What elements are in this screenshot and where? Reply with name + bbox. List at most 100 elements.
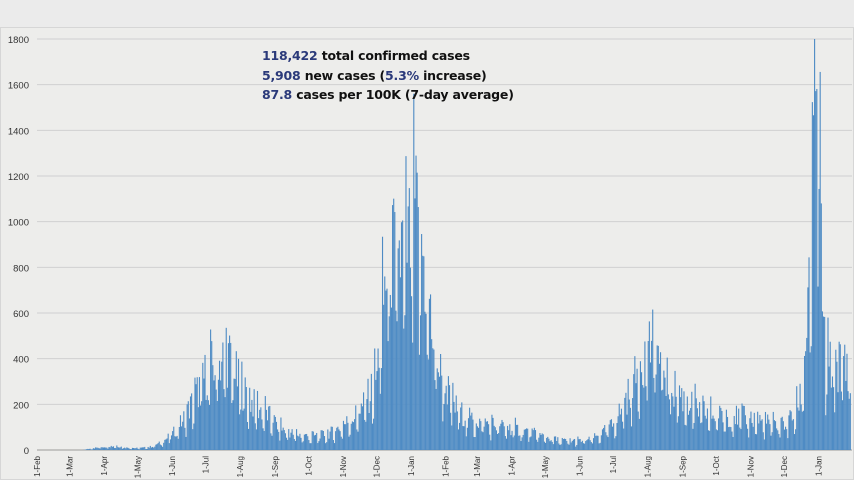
case-bar [604,425,606,450]
case-bar [539,433,541,450]
case-bar [523,429,525,450]
case-bar [105,447,107,450]
case-bar [173,426,175,450]
case-bar [367,378,369,450]
case-bar [264,396,266,450]
case-bar [106,447,108,450]
case-bar [390,307,393,450]
stats-total-number: 118,422 [262,48,318,63]
case-bar [629,407,631,450]
case-bar [327,429,329,450]
case-bar [90,449,92,450]
case-bar [354,419,356,450]
case-bar [495,430,497,450]
case-bar [118,447,120,450]
case-bar [234,378,236,450]
case-bar [570,442,572,450]
case-bar [144,446,146,450]
case-bar [293,439,295,450]
case-bar [427,359,429,450]
case-bar [767,414,769,450]
case-bar [465,436,467,450]
case-bar [402,220,404,450]
case-bar [662,389,664,450]
case-bar [252,416,254,450]
case-bar [389,294,391,450]
case-bar [416,172,418,450]
case-bar [97,447,99,450]
case-bar [820,203,822,450]
case-bar [116,445,118,450]
case-bar [836,361,838,450]
case-bar [156,444,158,450]
case-bar [251,399,253,450]
case-bar [555,436,557,450]
case-bar [291,429,293,450]
case-bar [518,435,520,450]
y-tick-label: 600 [13,309,29,320]
case-bar [642,385,644,450]
case-bar [763,439,765,450]
case-bar [383,304,385,450]
case-bar [472,419,474,450]
case-bar [374,348,376,450]
case-bar [268,406,270,450]
case-bar [138,449,140,450]
case-bar [272,422,274,450]
case-bar [833,387,835,450]
case-bar [673,406,675,450]
case-bar [210,329,212,450]
case-bar [114,448,116,450]
case-bar [571,440,573,450]
case-bar [335,431,337,450]
case-bar [400,222,403,450]
case-bar [824,316,826,450]
case-bar [452,382,454,450]
case-bar [296,429,298,450]
case-bar [498,433,500,450]
case-bar [304,434,307,450]
case-bar [217,379,219,450]
case-bar [785,426,787,450]
case-bar [770,435,772,450]
case-bar [412,342,414,450]
case-bar [637,411,639,450]
case-bar [319,438,321,450]
case-bar [438,376,441,450]
x-tick-label: 1-Jun [576,456,585,476]
case-bar [828,366,830,450]
case-bar [544,442,547,450]
case-bar [281,430,283,450]
case-bar [283,430,285,450]
case-bar [803,355,806,450]
case-bar [107,448,109,450]
case-bar [493,425,495,450]
x-tick-label: 1-Dec [372,456,381,477]
case-bar [207,400,209,450]
case-bar [568,444,570,450]
y-tick-label: 400 [13,355,29,366]
stats-new-label: new cases ( [300,67,386,83]
case-bar [782,421,784,450]
case-bar [130,449,132,450]
case-bar [657,345,659,450]
case-bar [486,421,489,450]
case-bar [175,436,177,450]
case-bar [808,257,810,450]
case-bar [307,436,309,450]
case-bar [261,419,263,450]
case-bar [249,387,251,450]
case-bar [340,436,342,450]
case-bar [510,435,512,450]
case-bar [245,387,247,450]
case-bar [511,430,513,450]
case-bar [98,448,100,450]
case-bar [661,390,663,450]
case-bar [312,431,314,450]
x-tick-label: 1-Apr [507,456,516,476]
case-bar [797,407,799,450]
case-bar [201,401,203,450]
case-bar [799,383,801,450]
